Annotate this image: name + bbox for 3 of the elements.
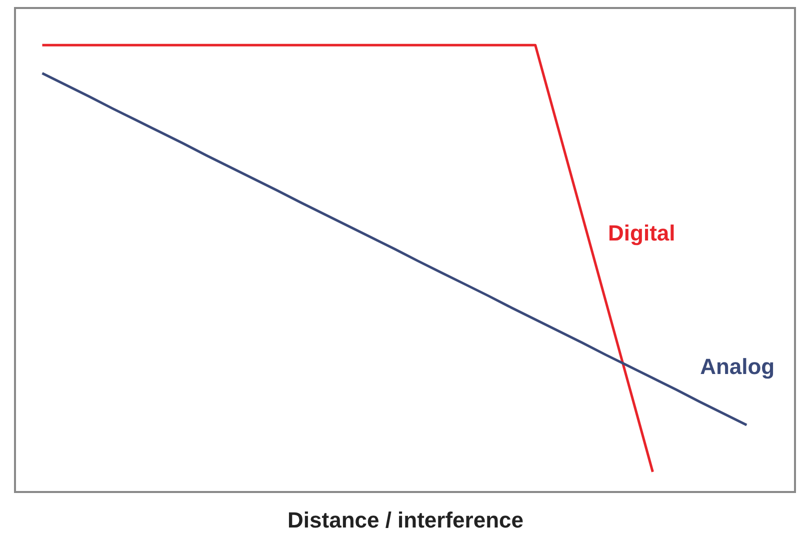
series-label: Digital	[608, 220, 676, 246]
x-axis-title: Distance / interference	[288, 508, 524, 532]
series-label: Analog	[700, 354, 775, 379]
